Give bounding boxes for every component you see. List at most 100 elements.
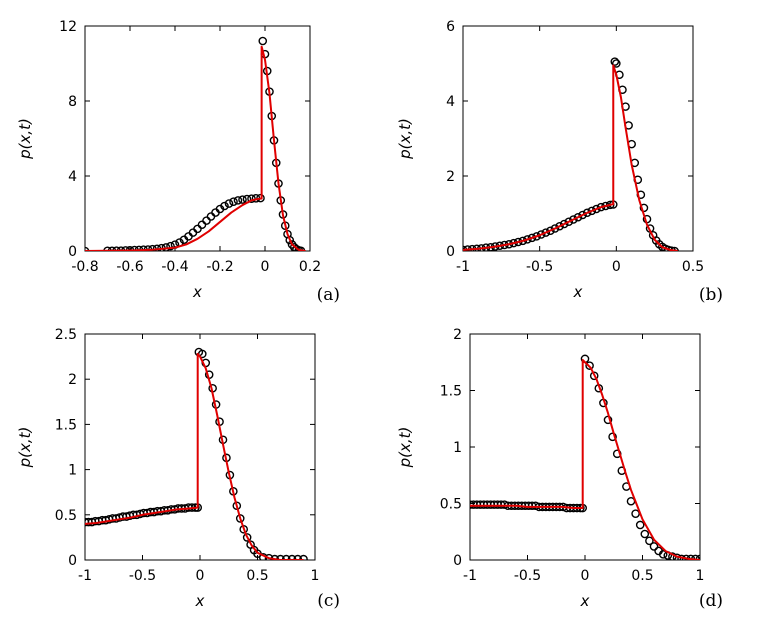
y-tick-label: 2 bbox=[453, 327, 462, 343]
simulation-point bbox=[258, 36, 268, 46]
simulation-point bbox=[569, 215, 578, 224]
simulation-point bbox=[589, 371, 599, 381]
simulation-point bbox=[631, 509, 640, 518]
x-tick-label: 1 bbox=[696, 568, 705, 584]
theory-line bbox=[85, 45, 306, 251]
x-tick-label: -0.4 bbox=[161, 259, 188, 275]
y-tick-label: 0.5 bbox=[55, 508, 77, 524]
y-tick-label: 4 bbox=[68, 169, 77, 185]
simulation-point bbox=[536, 230, 546, 239]
x-tick-label: 0 bbox=[612, 259, 621, 275]
x-tick-label: -1 bbox=[78, 568, 92, 584]
data-layer bbox=[85, 347, 308, 560]
simulation-point bbox=[585, 361, 594, 370]
x-tick-label: 0.2 bbox=[299, 259, 321, 275]
x-axis-label: x bbox=[192, 283, 202, 301]
x-axis-label: x bbox=[580, 592, 590, 610]
theory-line bbox=[470, 358, 700, 560]
x-axis-label: x bbox=[573, 283, 583, 301]
simulation-point bbox=[649, 542, 659, 551]
simulation-point bbox=[229, 197, 238, 206]
y-tick-label: 1 bbox=[453, 440, 462, 456]
chart-panel-a: -0.8 -0.6 -0.4 -0.2 0 0.2 0 4 8 12 x p(x,t) (a) bbox=[16, 19, 340, 305]
simulation-point bbox=[224, 199, 234, 208]
x-tick-label: -0.5 bbox=[526, 259, 553, 275]
x-tick-label: 1 bbox=[311, 568, 320, 584]
simulation-point bbox=[658, 550, 668, 559]
simulation-point bbox=[238, 195, 247, 204]
simulation-point bbox=[608, 432, 617, 442]
panel-tag: (d) bbox=[699, 591, 723, 611]
x-axis-label: x bbox=[195, 592, 205, 610]
y-tick-label: 0 bbox=[68, 553, 77, 569]
simulation-point bbox=[573, 212, 583, 222]
plot-frame bbox=[84, 25, 311, 252]
y-axis-label: p(x,t) bbox=[396, 427, 414, 469]
plot-frame bbox=[84, 333, 316, 561]
x-tick-label: 0.5 bbox=[246, 568, 268, 584]
y-tick-label: 4 bbox=[446, 94, 455, 110]
panel-tag: (c) bbox=[317, 591, 340, 611]
simulation-point bbox=[635, 520, 645, 530]
y-tick-label: 8 bbox=[68, 94, 77, 110]
panel-tag: (b) bbox=[699, 285, 723, 305]
theory-line bbox=[85, 352, 304, 560]
simulation-point bbox=[527, 233, 537, 243]
simulation-point bbox=[610, 57, 620, 66]
simulation-point bbox=[541, 228, 551, 237]
data-layer bbox=[463, 57, 679, 251]
y-tick-label: 1 bbox=[68, 463, 77, 479]
plot-frame bbox=[462, 25, 694, 252]
simulation-point bbox=[532, 232, 541, 241]
y-tick-label: 1.5 bbox=[440, 384, 462, 400]
data-layer bbox=[85, 36, 306, 251]
x-tick-label: -1 bbox=[463, 568, 477, 584]
y-tick-label: 12 bbox=[59, 19, 77, 35]
chart-panel-b: -1 -0.5 0 0.5 0 2 4 6 x p(x,t) (b) bbox=[396, 19, 723, 305]
y-axis-label: p(x,t) bbox=[396, 118, 414, 160]
x-tick-label: -0.8 bbox=[71, 259, 98, 275]
x-tick-label: -0.2 bbox=[206, 259, 233, 275]
x-tick-label: -0.5 bbox=[129, 568, 156, 584]
simulation-point bbox=[546, 226, 555, 236]
simulation-point bbox=[612, 59, 621, 68]
simulation-point bbox=[202, 216, 211, 225]
chart-panel-d: -1 -0.5 0 0.5 1 0 0.5 1 1.5 2 x p(x,t) (d) bbox=[396, 327, 723, 611]
simulation-point bbox=[640, 529, 650, 539]
simulation-point bbox=[582, 208, 592, 218]
y-tick-label: 6 bbox=[446, 19, 455, 35]
simulation-point bbox=[233, 196, 243, 205]
simulation-point bbox=[592, 204, 601, 214]
x-tick-label: 0 bbox=[196, 568, 205, 584]
theory-line bbox=[463, 64, 678, 251]
panel-tag: (a) bbox=[317, 285, 340, 305]
simulation-point bbox=[555, 221, 564, 231]
x-tick-label: 0 bbox=[261, 259, 270, 275]
y-tick-label: 1.5 bbox=[55, 417, 77, 433]
y-tick-label: 0.5 bbox=[440, 497, 462, 513]
x-tick-label: 0.5 bbox=[631, 568, 653, 584]
y-axis-label: p(x,t) bbox=[16, 118, 34, 160]
simulation-point bbox=[285, 235, 295, 245]
plot-frame bbox=[469, 333, 701, 561]
x-tick-label: -0.5 bbox=[514, 568, 541, 584]
y-tick-label: 0 bbox=[68, 244, 77, 260]
y-axis-label: p(x,t) bbox=[16, 427, 34, 469]
y-tick-label: 0 bbox=[446, 244, 455, 260]
simulation-point bbox=[559, 219, 569, 229]
simulation-point bbox=[587, 206, 597, 216]
simulation-point bbox=[639, 203, 649, 213]
x-tick-label: 0 bbox=[581, 568, 590, 584]
simulation-point bbox=[578, 210, 587, 220]
x-tick-label: 0.5 bbox=[682, 259, 704, 275]
simulation-point bbox=[256, 193, 265, 203]
simulation-point bbox=[523, 235, 532, 244]
simulation-point bbox=[645, 536, 654, 546]
x-tick-label: -0.6 bbox=[116, 259, 143, 275]
simulation-point bbox=[197, 220, 207, 230]
x-tick-label: -1 bbox=[456, 259, 470, 275]
simulation-point bbox=[550, 224, 560, 233]
simulation-point bbox=[564, 217, 574, 227]
y-tick-label: 2 bbox=[68, 372, 77, 388]
